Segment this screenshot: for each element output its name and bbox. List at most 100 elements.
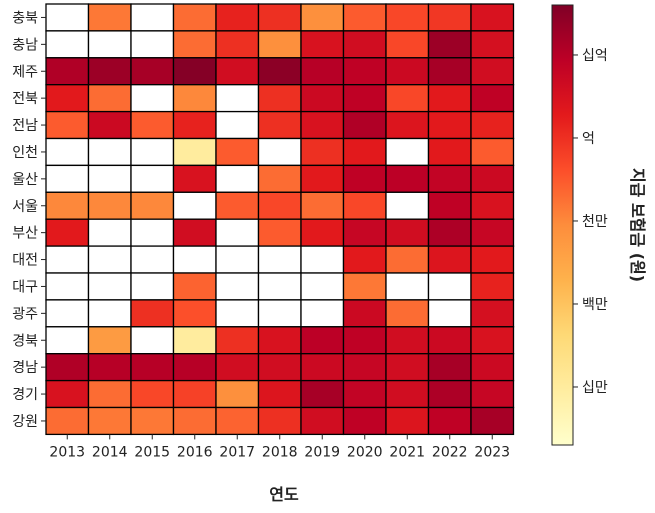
heatmap-cell [215,406,260,436]
heatmap-cell [87,353,132,382]
y-tick-label: 부산 [12,226,38,242]
heatmap-cell [342,164,387,193]
heatmap-cell [427,272,472,301]
heatmap-cell [342,272,387,301]
heatmap-cell [215,191,260,220]
heatmap-cell [87,299,132,328]
heatmap-cell [130,218,175,247]
x-tick-label: 2016 [177,444,213,460]
heatmap-cell [427,353,472,382]
x-tick-label: 2023 [474,444,510,460]
x-tick-label: 2017 [219,444,255,460]
heatmap-cell [257,164,302,193]
heatmap-cell [215,379,260,409]
heatmap-cell [470,110,515,140]
heatmap-cell [385,299,430,328]
heatmap-cell [257,379,302,409]
colorbar-tick-label: 십억 [582,48,608,64]
heatmap-cell [300,137,345,167]
x-tick-label: 2022 [432,444,468,460]
heatmap-cell [385,84,430,113]
heatmap-cell [385,191,430,220]
heatmap-cell [172,137,217,167]
heatmap-cell [45,30,90,59]
heatmap-cell [470,353,515,382]
heatmap-cell [342,218,387,247]
heatmap-cell [87,164,132,193]
heatmap-cell [45,379,90,409]
heatmap-cell [172,84,217,113]
heatmap-cell [87,218,132,247]
heatmap-cell [427,84,472,113]
colorbar-label: 지급 보험금 (원) [628,168,647,282]
heatmap-cell [172,57,217,86]
heatmap-cell [45,84,90,113]
heatmap-cell [257,3,302,32]
heatmap-cell [427,218,472,247]
heatmap-cell [470,299,515,328]
heatmap-cell [45,245,90,274]
heatmap-cell [87,84,132,113]
heatmap-cell [342,353,387,382]
x-tick-label: 2021 [389,444,425,460]
heatmap-cell [257,57,302,86]
heatmap-cell [470,326,515,355]
heatmap-cell [87,406,132,436]
x-tick-labels: 2013 2014 2015 2016 2017 2018 2019 2020 2021 2022… [49,434,510,460]
heatmap-cell [257,272,302,301]
heatmap-cell [342,57,387,86]
heatmap-cell [257,191,302,220]
heatmap-cell [300,3,345,32]
heatmap-cell [87,245,132,274]
colorbar-tick-label: 천만 [582,214,608,230]
heatmap-cell [130,406,175,436]
y-tick-label: 울산 [12,172,38,188]
heatmap-cell [130,191,175,220]
heatmap-cell [300,326,345,355]
heatmap-cell [427,137,472,167]
heatmap-cell [470,137,515,167]
y-tick-label: 대전 [12,253,38,269]
heatmap-cell [130,272,175,301]
heatmap-cell [45,137,90,167]
y-tick-label: 경남 [12,360,38,376]
heatmap-cell [172,164,217,193]
heatmap-cell [87,57,132,86]
heatmap-cell [215,326,260,355]
heatmap-cell [130,326,175,355]
heatmap-cell [130,30,175,59]
heatmap-cell [427,379,472,409]
heatmap-cell [342,406,387,436]
heatmap-cell [215,299,260,328]
heatmap-cell [172,326,217,355]
heatmap-cell [470,218,515,247]
heatmap-cell [257,110,302,140]
heatmap-cell [130,379,175,409]
heatmap-cell [172,406,217,436]
heatmap-cell [172,30,217,59]
x-tick-label: 2019 [304,444,340,460]
heatmap-cell [300,218,345,247]
colorbar-gradient [551,4,574,446]
heatmap-cell [470,164,515,193]
y-tick-label: 충북 [12,10,38,26]
heatmap-cell [45,3,90,32]
heatmap-cell [385,57,430,86]
heatmap-cell [87,110,132,140]
heatmap-cells [45,3,515,436]
y-tick-label: 서울 [12,199,38,215]
heatmap-cell [215,218,260,247]
heatmap-cell [385,245,430,274]
heatmap-cell [45,164,90,193]
heatmap-cell [385,137,430,167]
heatmap-cell [87,3,132,32]
heatmap-cell [342,137,387,167]
heatmap-cell [257,137,302,167]
heatmap-cell [130,137,175,167]
heatmap-cell [257,84,302,113]
heatmap-cell [470,245,515,274]
heatmap-cell [470,30,515,59]
heatmap-cell [470,272,515,301]
colorbar-tick-label: 억 [582,131,595,147]
heatmap-cell [257,406,302,436]
